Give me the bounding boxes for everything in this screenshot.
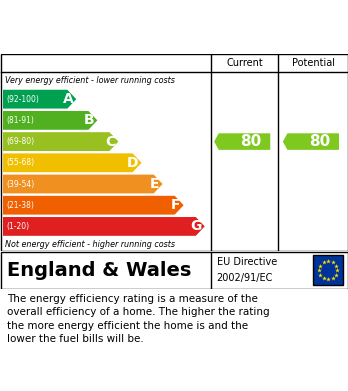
Text: C: C <box>105 135 116 149</box>
Text: B: B <box>84 113 94 127</box>
Text: Energy Efficiency Rating: Energy Efficiency Rating <box>8 24 237 42</box>
Polygon shape <box>214 133 270 150</box>
Text: 2002/91/EC: 2002/91/EC <box>216 273 273 283</box>
Polygon shape <box>3 217 205 236</box>
Text: The energy efficiency rating is a measure of the
overall efficiency of a home. T: The energy efficiency rating is a measur… <box>7 294 270 344</box>
Text: EU Directive: EU Directive <box>216 257 277 267</box>
Polygon shape <box>3 196 184 215</box>
Text: (69-80): (69-80) <box>6 137 34 146</box>
Text: D: D <box>127 156 139 170</box>
Text: 80: 80 <box>240 134 262 149</box>
Text: E: E <box>150 177 160 191</box>
Bar <box>313 255 343 285</box>
Text: G: G <box>190 219 202 233</box>
Text: Potential: Potential <box>292 57 335 68</box>
Text: Not energy efficient - higher running costs: Not energy efficient - higher running co… <box>5 240 175 249</box>
Polygon shape <box>3 132 118 151</box>
Text: Very energy efficient - lower running costs: Very energy efficient - lower running co… <box>5 76 175 85</box>
Text: F: F <box>171 198 181 212</box>
Text: (1-20): (1-20) <box>6 222 29 231</box>
Text: Current: Current <box>226 57 263 68</box>
Text: (55-68): (55-68) <box>6 158 34 167</box>
Text: A: A <box>63 92 73 106</box>
Text: England & Wales: England & Wales <box>7 261 191 280</box>
Text: (92-100): (92-100) <box>6 95 39 104</box>
Polygon shape <box>3 153 142 172</box>
Text: 80: 80 <box>309 134 330 149</box>
Polygon shape <box>283 133 339 150</box>
Text: (81-91): (81-91) <box>6 116 34 125</box>
Text: (21-38): (21-38) <box>6 201 34 210</box>
Polygon shape <box>3 90 76 109</box>
Text: (39-54): (39-54) <box>6 179 34 188</box>
Polygon shape <box>3 175 163 194</box>
Polygon shape <box>3 111 97 130</box>
